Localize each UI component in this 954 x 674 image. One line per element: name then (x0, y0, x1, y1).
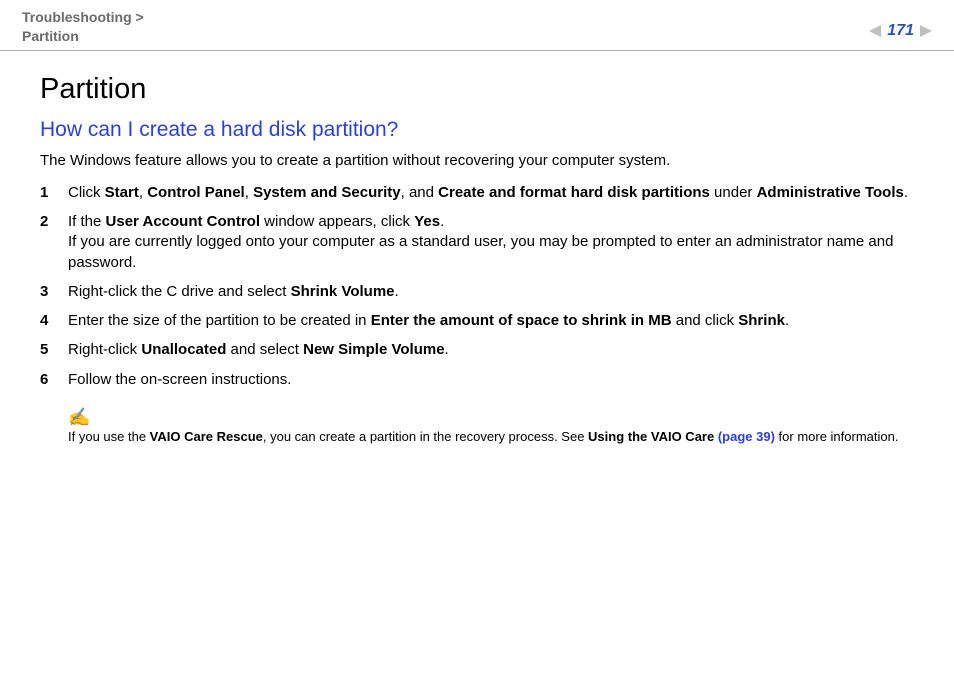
pager: 171 (869, 8, 932, 40)
page-number: 171 (887, 22, 914, 40)
breadcrumb-line1: Troubleshooting > (22, 9, 144, 25)
note-block: ✍ If you use the VAIO Care Rescue, you c… (40, 408, 914, 446)
page-header: Troubleshooting > Partition 171 (0, 0, 954, 51)
step-1: Click Start, Control Panel, System and S… (40, 183, 914, 203)
page-content: Partition How can I create a hard disk p… (0, 51, 954, 466)
step-3: Right-click the C drive and select Shrin… (40, 282, 914, 302)
page-title: Partition (40, 73, 914, 106)
breadcrumb: Troubleshooting > Partition (22, 8, 144, 46)
note-icon: ✍ (68, 408, 914, 426)
step-6: Follow the on-screen instructions. (40, 370, 914, 390)
next-page-icon[interactable] (920, 25, 932, 37)
steps-list: Click Start, Control Panel, System and S… (40, 183, 914, 390)
step-2: If the User Account Control window appea… (40, 212, 914, 273)
prev-page-icon[interactable] (869, 25, 881, 37)
question-heading: How can I create a hard disk partition? (40, 118, 914, 142)
step-4: Enter the size of the partition to be cr… (40, 311, 914, 331)
step-5: Right-click Unallocated and select New S… (40, 340, 914, 360)
intro-text: The Windows feature allows you to create… (40, 152, 914, 169)
breadcrumb-line2: Partition (22, 28, 79, 44)
note-text: If you use the VAIO Care Rescue, you can… (68, 428, 914, 446)
page-39-link[interactable]: (page 39) (718, 429, 775, 444)
